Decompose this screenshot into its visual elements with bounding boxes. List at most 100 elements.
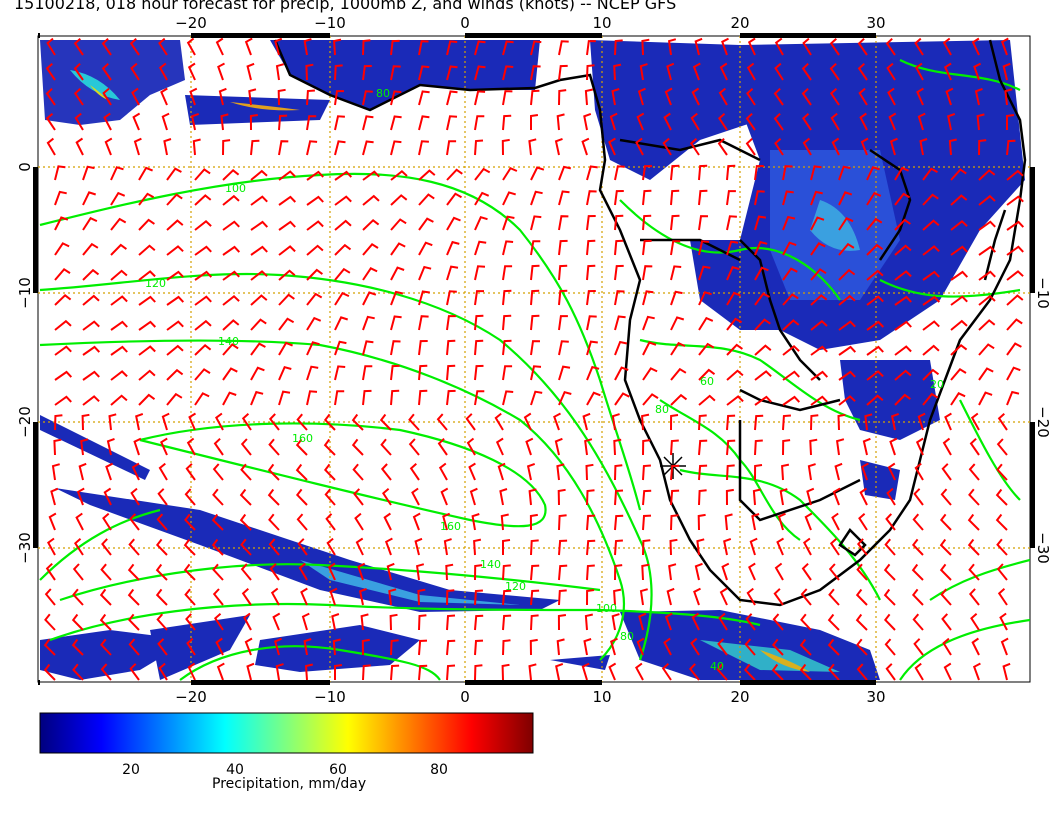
wind-barb	[558, 165, 572, 181]
wind-barb	[866, 269, 884, 281]
wind-barb	[268, 413, 280, 431]
contour-labels: 80 100 120 140 160 160 140 120 100 80 60…	[145, 87, 944, 673]
wind-barb	[584, 88, 594, 106]
wind-barb	[726, 317, 743, 331]
wind-barb	[666, 587, 675, 606]
contour-label: 140	[480, 558, 501, 571]
wind-barb	[446, 589, 455, 606]
wind-barb	[942, 437, 952, 456]
wind-barb	[950, 219, 968, 231]
wind-barb	[642, 189, 652, 206]
wind-barb	[45, 112, 56, 131]
wind-barb	[698, 439, 708, 456]
wind-barb	[642, 239, 652, 256]
wind-barb	[474, 65, 486, 81]
wind-barb	[82, 242, 99, 256]
wind-barb	[211, 538, 224, 556]
wind-barb	[54, 414, 63, 431]
wind-barb	[586, 264, 596, 281]
wind-barb	[502, 265, 513, 281]
wind-barb	[306, 316, 322, 331]
wind-barb	[642, 464, 651, 481]
wind-barb	[968, 488, 980, 506]
wind-barb	[726, 266, 740, 281]
wind-barb	[390, 290, 404, 306]
wind-barb	[474, 290, 484, 306]
wind-barb	[698, 368, 716, 381]
wind-barb	[1006, 169, 1024, 181]
wind-barb	[158, 62, 168, 81]
wind-barb	[558, 190, 570, 206]
wind-barb	[474, 115, 485, 131]
wind-barb	[502, 639, 511, 656]
wind-barb	[278, 245, 296, 256]
wind-barb	[362, 340, 374, 356]
wind-barb	[641, 38, 650, 56]
wind-barb	[222, 270, 240, 281]
wind-barb	[584, 613, 594, 631]
wind-barb	[334, 195, 352, 206]
wind-barb	[614, 165, 625, 181]
wind-barb	[298, 562, 308, 581]
wind-barb	[754, 414, 764, 431]
wind-barb	[642, 341, 657, 356]
wind-barb	[304, 663, 314, 681]
wind-barb	[502, 365, 513, 381]
wind-barb	[754, 318, 771, 331]
wind-barb	[250, 245, 268, 256]
wind-barb	[526, 462, 536, 481]
wind-barb	[446, 115, 458, 131]
wind-barb	[614, 214, 624, 231]
wind-barb	[636, 112, 645, 131]
wind-barb	[886, 487, 896, 506]
wind-barb	[54, 319, 72, 331]
wind-barb	[978, 139, 987, 156]
wind-barb	[334, 340, 347, 356]
wind-barb	[102, 87, 112, 106]
wind-barb	[1006, 195, 1024, 206]
wind-barb	[267, 488, 280, 506]
wind-barb	[858, 512, 868, 531]
wind-barb	[188, 412, 197, 431]
wind-barb	[194, 343, 212, 356]
wind-barb	[726, 215, 737, 231]
wind-barb	[474, 339, 484, 356]
wind-barb	[332, 638, 341, 656]
wind-barb	[1002, 662, 1011, 681]
wind-barb	[754, 464, 763, 481]
wind-barb	[390, 65, 401, 81]
wind-barb	[781, 463, 790, 481]
wind-barb	[690, 112, 700, 131]
wind-barb	[334, 64, 343, 81]
wind-barb	[212, 488, 224, 506]
wind-barb	[694, 37, 703, 56]
wind-barb	[978, 194, 996, 206]
wind-barb	[333, 38, 342, 56]
wind-barb	[774, 37, 784, 56]
wind-barb	[418, 90, 430, 106]
wind-barb	[586, 539, 596, 556]
wind-barb	[135, 412, 144, 431]
wind-barb	[801, 62, 812, 81]
wind-barb	[971, 637, 980, 656]
wind-barb	[861, 462, 869, 481]
wind-barb	[996, 563, 1008, 581]
svg-text:30: 30	[866, 14, 885, 32]
wind-barb	[525, 437, 534, 456]
wind-barb	[166, 193, 183, 206]
wind-barb	[614, 489, 624, 506]
wind-barb	[614, 315, 626, 331]
wind-barb	[940, 588, 952, 606]
wind-barb	[642, 489, 652, 506]
wind-barb	[474, 364, 484, 381]
wind-barb	[502, 564, 511, 581]
wind-barb	[866, 295, 884, 306]
wind-barb	[129, 663, 140, 681]
wind-barb	[296, 413, 308, 431]
svg-text:0: 0	[460, 14, 470, 32]
wind-barb	[642, 214, 652, 231]
wind-barb	[47, 537, 56, 556]
wind-barb	[810, 370, 829, 381]
wind-barb	[887, 462, 896, 481]
wind-barb	[922, 368, 940, 381]
